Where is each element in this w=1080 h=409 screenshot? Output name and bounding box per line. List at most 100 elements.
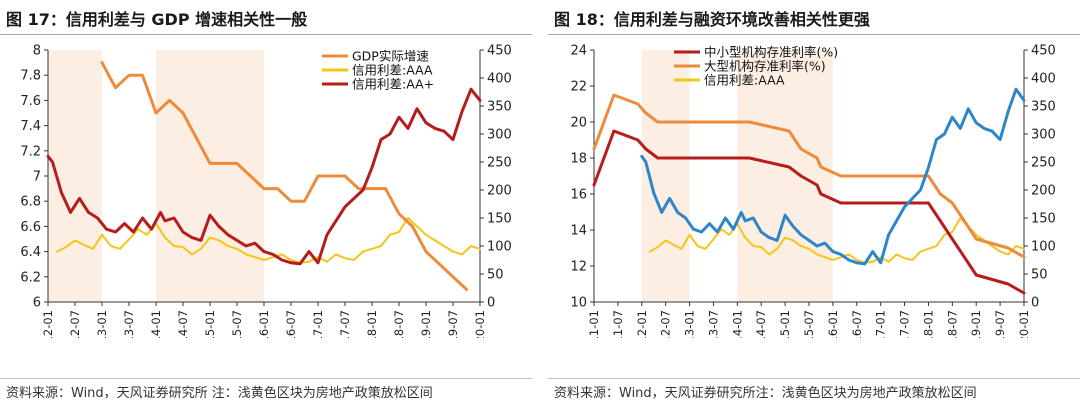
- chart-title: 图 17：信用利差与 GDP 增速相关性一般: [6, 10, 308, 29]
- x-tick-label: 2013-01: [95, 310, 109, 338]
- y-left-tick-label: 7.8: [20, 69, 41, 84]
- x-tick-label: 2018-07: [392, 310, 406, 338]
- x-tick-label: 2017-01: [874, 310, 888, 338]
- legend-label: 信用利差:AAA: [704, 73, 785, 88]
- y-left-tick-label: 20: [570, 116, 587, 131]
- y-right-tick-label: 50: [487, 268, 504, 283]
- y-left-tick-label: 12: [570, 260, 587, 275]
- y-right-tick-label: 250: [1031, 156, 1056, 171]
- y-left-tick-label: 22: [570, 80, 587, 95]
- y-left-tick-label: 8: [33, 44, 41, 59]
- y-left-tick-label: 18: [570, 152, 587, 167]
- y-right-tick-label: 0: [1031, 296, 1039, 311]
- series-line: [592, 93, 1026, 259]
- y-left-tick-label: 14: [570, 224, 587, 239]
- y-left-tick-label: 7.6: [20, 94, 41, 109]
- source-note: 资料来源：Wind，天风证券研究所注：浅黄色区块为房地产政策放松区间: [554, 386, 977, 401]
- x-tick-label: 2012-01: [635, 310, 649, 338]
- legend-label: 中小型机构存准利率(%): [704, 45, 838, 60]
- x-tick-label: 2014-01: [149, 310, 163, 338]
- y-left-tick-label: 6.2: [20, 270, 41, 285]
- line-chart-rrr-vs-spread: 10 12 14 16 18 20 22 24 0 50 100 150 200 250 300 350 400…: [570, 44, 1056, 339]
- y-right-tick-label: 300: [1031, 128, 1056, 143]
- x-tick-label: 2012-07: [68, 310, 82, 338]
- y-left-tick-label: 16: [570, 188, 587, 203]
- x-tick-label: 2018-01: [365, 310, 379, 338]
- series-line: [640, 87, 1026, 266]
- legend-label: 信用利差:AA+: [352, 77, 434, 92]
- line-chart-gdp-vs-spread: 6 6.2 6.4 6.6 6.8 7 7.2 7.4 7.6 7.8 8 0 50 100 150 200 2…: [20, 44, 512, 339]
- series-line: [100, 61, 468, 291]
- y-right-tick-label: 250: [487, 156, 512, 171]
- y-right-tick-label: 450: [1031, 44, 1056, 59]
- x-tick-label: 2014-01: [730, 310, 744, 338]
- x-tick-label: 2019-07: [446, 310, 460, 338]
- series-line: [56, 217, 481, 264]
- x-tick-label: 2016-07: [850, 310, 864, 338]
- footer-divider: [0, 378, 532, 379]
- x-tick-label: 2014-07: [176, 310, 190, 338]
- y-left-tick-label: 7.4: [20, 119, 41, 134]
- y-right-tick-label: 50: [1031, 268, 1048, 283]
- y-right-tick-label: 150: [1031, 212, 1056, 227]
- x-tick-label: 2013-01: [683, 310, 697, 338]
- y-left-tick-label: 6: [33, 296, 41, 311]
- legend-label: 大型机构存准利率(%): [704, 59, 826, 74]
- y-right-tick-label: 200: [1031, 184, 1056, 199]
- y-left-tick-label: 24: [570, 44, 587, 59]
- x-tick-label: 2016-01: [257, 310, 271, 338]
- chart-panel-rrr: 图 18：信用利差与融资环境改善相关性更强 10 12 14 16 18 20 22 24 0 5…: [548, 0, 1080, 409]
- y-right-tick-label: 450: [487, 44, 512, 59]
- x-tick-label: 2013-07: [706, 310, 720, 338]
- legend-label: 信用利差:AAA: [352, 63, 433, 78]
- title-divider: [548, 34, 1080, 35]
- legend-label: GDP实际增速: [352, 49, 429, 64]
- y-right-tick-label: 200: [487, 184, 512, 199]
- x-tick-label: 2020-01: [473, 310, 487, 338]
- chart-panel-gdp: 图 17：信用利差与 GDP 增速相关性一般 6 6.2 6.4 6.6 6.8 7 7.2…: [0, 0, 532, 409]
- y-right-tick-label: 400: [487, 72, 512, 87]
- x-tick-label: 2012-01: [41, 310, 55, 338]
- y-right-tick-label: 400: [1031, 72, 1056, 87]
- x-tick-label: 2012-07: [659, 310, 673, 338]
- x-tick-label: 2015-01: [203, 310, 217, 338]
- shaded-period: [737, 50, 833, 302]
- x-tick-label: 2017-07: [898, 310, 912, 338]
- x-tick-label: 2017-01: [311, 310, 325, 338]
- x-tick-label: 2018-01: [921, 310, 935, 338]
- y-left-tick-label: 6.8: [20, 195, 41, 210]
- y-left-tick-label: 7: [33, 170, 41, 185]
- y-right-tick-label: 100: [1031, 240, 1056, 255]
- y-right-tick-label: 100: [487, 240, 512, 255]
- x-tick-label: 2016-07: [284, 310, 298, 338]
- x-tick-label: 2017-07: [338, 310, 352, 338]
- x-tick-label: 2013-07: [122, 310, 136, 338]
- x-tick-label: 2015-01: [778, 310, 792, 338]
- y-left-tick-label: 6.4: [20, 245, 41, 260]
- x-tick-label: 2019-01: [969, 310, 983, 338]
- y-right-tick-label: 350: [487, 100, 512, 115]
- x-tick-label: 2018-07: [945, 310, 959, 338]
- shaded-period: [156, 50, 264, 302]
- series-line: [592, 129, 1026, 295]
- x-tick-label: 2015-07: [230, 310, 244, 338]
- y-left-tick-label: 6.6: [20, 220, 41, 235]
- y-left-tick-label: 7.2: [20, 144, 41, 159]
- x-tick-label: 2020-01: [1017, 310, 1031, 338]
- x-tick-label: 2015-07: [802, 310, 816, 338]
- series-line: [46, 87, 482, 266]
- footer-divider: [548, 378, 1080, 379]
- chart-title: 图 18：信用利差与融资环境改善相关性更强: [554, 10, 870, 29]
- y-right-tick-label: 350: [1031, 100, 1056, 115]
- y-right-tick-label: 300: [487, 128, 512, 143]
- x-tick-label: 2019-01: [419, 310, 433, 338]
- x-tick-label: 2011-07: [611, 310, 625, 338]
- y-right-tick-label: 150: [487, 212, 512, 227]
- source-note: 资料来源：Wind，天风证券研究所 注：浅黄色区块为房地产政策放松区间: [6, 386, 433, 401]
- x-tick-label: 2019-07: [993, 310, 1007, 338]
- y-left-tick-label: 10: [570, 296, 587, 311]
- x-tick-label: 2016-01: [826, 310, 840, 338]
- x-tick-label: 2011-01: [587, 310, 601, 338]
- y-right-tick-label: 0: [487, 296, 495, 311]
- x-tick-label: 2014-07: [754, 310, 768, 338]
